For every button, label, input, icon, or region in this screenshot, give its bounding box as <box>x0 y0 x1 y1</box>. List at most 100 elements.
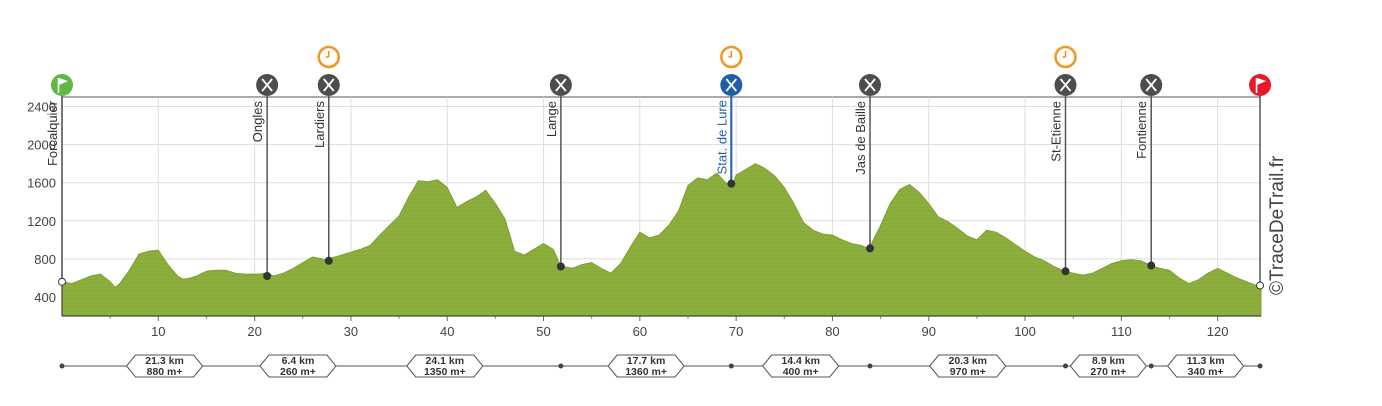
start-flag-icon <box>51 74 73 96</box>
waypoint-dot <box>263 272 272 281</box>
segment-badge-shape <box>607 354 685 378</box>
waypoint-dot <box>727 179 736 188</box>
x-tick-label: 60 <box>633 324 647 339</box>
segment-distance: 17.7 km <box>627 355 666 367</box>
segment-node <box>728 363 734 369</box>
y-tick-label: 800 <box>34 252 56 267</box>
finish-flag-icon <box>1249 74 1272 96</box>
waypoint-lardiers: Lardiers <box>312 45 341 265</box>
waypoint-dot <box>58 277 66 286</box>
axes: 400 800 1200 1600 2000 2400 10 20 30 40 50 60 70 80 90… <box>27 97 1261 339</box>
segment-node <box>1148 363 1154 369</box>
segment-badge-shape <box>762 354 840 378</box>
segment-distance: 24.1 km <box>426 355 465 367</box>
x-tick-label: 100 <box>1014 324 1036 339</box>
watermark-text: ©TraceDeTrail.fr <box>1267 155 1288 295</box>
x-tick-label: 30 <box>344 324 358 339</box>
waypoint-fontienne: Fontienne <box>1134 74 1163 270</box>
segment-node <box>867 363 873 369</box>
x-tick-label: 20 <box>247 324 261 339</box>
fork-icon <box>555 78 567 92</box>
waypoint-label: St-Etienne <box>1049 101 1064 162</box>
x-tick-label: 10 <box>151 324 165 339</box>
waypoint-forcalquier: Forcalquier <box>45 74 73 286</box>
fork-icon <box>1145 78 1157 92</box>
waypoint-dot <box>1256 281 1265 290</box>
waypoint-dot <box>866 244 875 253</box>
segment-distance: 14.4 km <box>781 355 820 367</box>
segment-climb: 340 m+ <box>1188 366 1224 378</box>
waypoint-finish <box>1249 74 1272 290</box>
segment-node <box>1257 363 1263 369</box>
segment-distance: 21.3 km <box>145 355 184 367</box>
clock-icon <box>1054 45 1077 69</box>
x-tick-label: 80 <box>825 324 839 339</box>
segment-distance: 8.9 km <box>1092 355 1125 367</box>
y-tick-label: 2000 <box>27 138 56 153</box>
waypoint-ongles: Ongles <box>250 74 279 281</box>
segment-distance: 6.4 km <box>282 355 315 367</box>
clock-icon <box>317 45 341 69</box>
x-tick-label: 70 <box>729 324 743 339</box>
y-tick-label: 2400 <box>27 100 56 115</box>
waypoint-label: Stat. de Lure <box>714 100 729 174</box>
waypoint-label: Forcalquier <box>45 100 60 166</box>
waypoint-dot <box>1061 267 1070 276</box>
x-tick-label: 40 <box>440 324 454 339</box>
waypoint-label: Fontienne <box>1134 101 1149 159</box>
segment-badge-shape <box>125 354 204 378</box>
y-tick-label: 400 <box>34 290 56 305</box>
waypoint-jas-de-baille: Jas de Baille <box>853 74 882 253</box>
segment-climb: 970 m+ <box>950 366 986 378</box>
segment-climb: 1360 m+ <box>625 366 667 378</box>
elevation-profile-area <box>61 163 1262 317</box>
segment-node <box>59 363 65 369</box>
clock-icon <box>720 45 743 69</box>
segment-badge-shape <box>929 354 1007 378</box>
waypoint-stat-de-lure: Stat. de Lure <box>714 45 743 188</box>
y-tick-label: 1600 <box>27 176 56 191</box>
waypoint-label: Lardiers <box>312 101 327 148</box>
segment-badge-shape <box>259 354 337 378</box>
x-tick-label: 120 <box>1207 324 1229 339</box>
waypoint-label: Ongles <box>250 101 265 143</box>
fork-icon <box>1059 78 1072 92</box>
flag-cloth-icon <box>1257 78 1267 85</box>
segment-climb: 880 m+ <box>147 366 183 378</box>
segment-badge-shape <box>1069 354 1148 378</box>
segment-climb: 1350 m+ <box>424 366 466 378</box>
segment-node <box>558 363 564 369</box>
segment-badge-shape <box>406 354 484 378</box>
waypoint-label: Jas de Baille <box>853 101 868 175</box>
fork-icon <box>261 78 273 92</box>
x-tick-label: 50 <box>536 324 550 339</box>
waypoint-dot <box>556 262 565 271</box>
y-tick-label: 1200 <box>27 214 56 229</box>
waypoint-label: Lange <box>544 101 559 137</box>
segment-node <box>1063 363 1069 369</box>
fork-icon <box>323 78 335 92</box>
segment-climb: 260 m+ <box>280 366 316 378</box>
fork-icon <box>864 78 876 92</box>
flag-cloth-icon <box>59 78 68 85</box>
segment-badge-shape <box>1166 354 1245 378</box>
segment-climb: 270 m+ <box>1090 366 1126 378</box>
elevation-area <box>61 163 1262 317</box>
segment-climb: 400 m+ <box>783 366 819 378</box>
segment-distance: 20.3 km <box>948 355 987 367</box>
waypoint-markers: Forcalquier Ongles Lardiers Lange Stat. de L… <box>45 45 1272 290</box>
waypoint-st-etienne: St-Etienne <box>1049 45 1077 276</box>
waypoint-dot <box>1147 261 1156 270</box>
x-tick-label: 110 <box>1111 324 1132 339</box>
segment-distance: 11.3 km <box>1187 355 1225 367</box>
